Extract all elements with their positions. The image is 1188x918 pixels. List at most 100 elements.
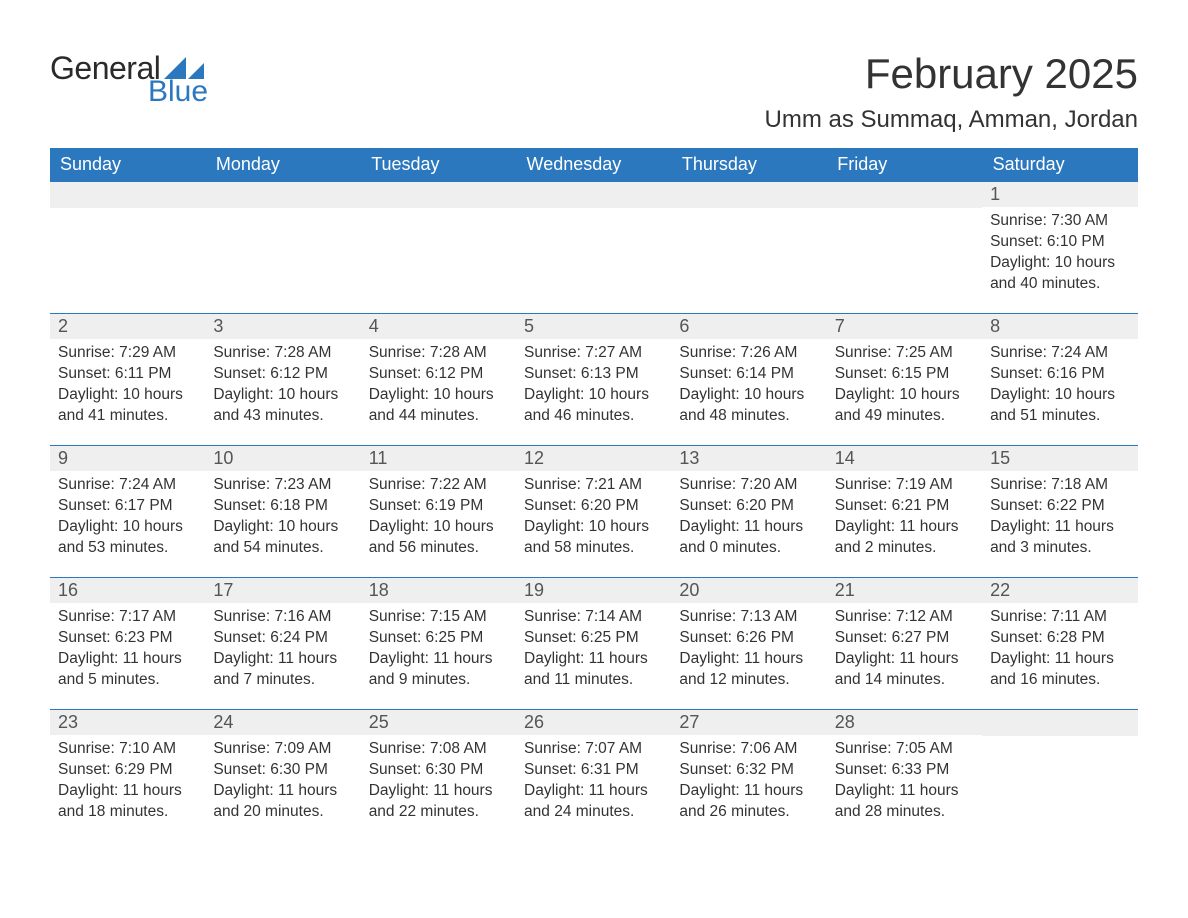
daylight-text: Daylight: 10 hours and 54 minutes. — [213, 517, 352, 559]
daylight-text: Daylight: 10 hours and 48 minutes. — [679, 385, 818, 427]
day-number: 5 — [516, 314, 671, 339]
day-number: 10 — [205, 446, 360, 471]
day-cell: 3Sunrise: 7:28 AMSunset: 6:12 PMDaylight… — [205, 314, 360, 446]
day-cell: 12Sunrise: 7:21 AMSunset: 6:20 PMDayligh… — [516, 446, 671, 578]
logo: General Blue — [50, 50, 208, 109]
day-number: 28 — [827, 710, 982, 735]
day-info: Sunrise: 7:27 AMSunset: 6:13 PMDaylight:… — [516, 339, 671, 435]
day-cell: 20Sunrise: 7:13 AMSunset: 6:26 PMDayligh… — [671, 578, 826, 710]
empty-day-number — [205, 182, 360, 208]
day-info: Sunrise: 7:13 AMSunset: 6:26 PMDaylight:… — [671, 603, 826, 699]
day-cell: 2Sunrise: 7:29 AMSunset: 6:11 PMDaylight… — [50, 314, 205, 446]
sunrise-text: Sunrise: 7:27 AM — [524, 343, 663, 364]
daylight-text: Daylight: 10 hours and 49 minutes. — [835, 385, 974, 427]
sunset-text: Sunset: 6:15 PM — [835, 364, 974, 385]
sunrise-text: Sunrise: 7:16 AM — [213, 607, 352, 628]
sunrise-text: Sunrise: 7:22 AM — [369, 475, 508, 496]
day-info: Sunrise: 7:21 AMSunset: 6:20 PMDaylight:… — [516, 471, 671, 567]
sunset-text: Sunset: 6:20 PM — [679, 496, 818, 517]
sunset-text: Sunset: 6:14 PM — [679, 364, 818, 385]
daylight-text: Daylight: 11 hours and 9 minutes. — [369, 649, 508, 691]
day-number: 9 — [50, 446, 205, 471]
day-info: Sunrise: 7:26 AMSunset: 6:14 PMDaylight:… — [671, 339, 826, 435]
day-number: 16 — [50, 578, 205, 603]
day-info: Sunrise: 7:06 AMSunset: 6:32 PMDaylight:… — [671, 735, 826, 831]
day-cell: 23Sunrise: 7:10 AMSunset: 6:29 PMDayligh… — [50, 710, 205, 842]
daylight-text: Daylight: 11 hours and 11 minutes. — [524, 649, 663, 691]
day-cell: 28Sunrise: 7:05 AMSunset: 6:33 PMDayligh… — [827, 710, 982, 842]
location-subtitle: Umm as Summaq, Amman, Jordan — [765, 106, 1138, 134]
daylight-text: Daylight: 11 hours and 22 minutes. — [369, 781, 508, 823]
day-header: Tuesday — [361, 148, 516, 182]
day-info: Sunrise: 7:24 AMSunset: 6:16 PMDaylight:… — [982, 339, 1137, 435]
empty-day-number — [827, 182, 982, 208]
sunset-text: Sunset: 6:24 PM — [213, 628, 352, 649]
sunrise-text: Sunrise: 7:24 AM — [990, 343, 1129, 364]
day-info: Sunrise: 7:15 AMSunset: 6:25 PMDaylight:… — [361, 603, 516, 699]
sunrise-text: Sunrise: 7:30 AM — [990, 211, 1129, 232]
empty-day-number — [671, 182, 826, 208]
sunrise-text: Sunrise: 7:26 AM — [679, 343, 818, 364]
daylight-text: Daylight: 11 hours and 12 minutes. — [679, 649, 818, 691]
day-cell: 17Sunrise: 7:16 AMSunset: 6:24 PMDayligh… — [205, 578, 360, 710]
sunset-text: Sunset: 6:30 PM — [213, 760, 352, 781]
sunrise-text: Sunrise: 7:15 AM — [369, 607, 508, 628]
day-cell — [361, 182, 516, 314]
daylight-text: Daylight: 10 hours and 56 minutes. — [369, 517, 508, 559]
day-cell: 24Sunrise: 7:09 AMSunset: 6:30 PMDayligh… — [205, 710, 360, 842]
sunrise-text: Sunrise: 7:10 AM — [58, 739, 197, 760]
week-row: 1Sunrise: 7:30 AMSunset: 6:10 PMDaylight… — [50, 182, 1138, 314]
day-cell: 26Sunrise: 7:07 AMSunset: 6:31 PMDayligh… — [516, 710, 671, 842]
day-info: Sunrise: 7:10 AMSunset: 6:29 PMDaylight:… — [50, 735, 205, 831]
day-cell: 19Sunrise: 7:14 AMSunset: 6:25 PMDayligh… — [516, 578, 671, 710]
day-info: Sunrise: 7:20 AMSunset: 6:20 PMDaylight:… — [671, 471, 826, 567]
sunrise-text: Sunrise: 7:21 AM — [524, 475, 663, 496]
day-cell — [982, 710, 1137, 842]
day-cell — [50, 182, 205, 314]
sunrise-text: Sunrise: 7:12 AM — [835, 607, 974, 628]
header: General Blue February 2025 Umm as Summaq… — [50, 50, 1138, 134]
sunset-text: Sunset: 6:18 PM — [213, 496, 352, 517]
day-number: 6 — [671, 314, 826, 339]
sunset-text: Sunset: 6:31 PM — [524, 760, 663, 781]
day-cell: 10Sunrise: 7:23 AMSunset: 6:18 PMDayligh… — [205, 446, 360, 578]
day-cell — [205, 182, 360, 314]
day-header: Wednesday — [516, 148, 671, 182]
daylight-text: Daylight: 11 hours and 14 minutes. — [835, 649, 974, 691]
day-number: 25 — [361, 710, 516, 735]
sunset-text: Sunset: 6:12 PM — [213, 364, 352, 385]
sunset-text: Sunset: 6:33 PM — [835, 760, 974, 781]
day-number: 23 — [50, 710, 205, 735]
sunrise-text: Sunrise: 7:25 AM — [835, 343, 974, 364]
day-info: Sunrise: 7:23 AMSunset: 6:18 PMDaylight:… — [205, 471, 360, 567]
day-number: 7 — [827, 314, 982, 339]
day-info: Sunrise: 7:14 AMSunset: 6:25 PMDaylight:… — [516, 603, 671, 699]
sunset-text: Sunset: 6:28 PM — [990, 628, 1129, 649]
sunset-text: Sunset: 6:10 PM — [990, 232, 1129, 253]
daylight-text: Daylight: 10 hours and 40 minutes. — [990, 253, 1129, 295]
daylight-text: Daylight: 10 hours and 51 minutes. — [990, 385, 1129, 427]
day-cell — [827, 182, 982, 314]
week-row: 2Sunrise: 7:29 AMSunset: 6:11 PMDaylight… — [50, 314, 1138, 446]
sunrise-text: Sunrise: 7:23 AM — [213, 475, 352, 496]
day-info: Sunrise: 7:28 AMSunset: 6:12 PMDaylight:… — [361, 339, 516, 435]
daylight-text: Daylight: 10 hours and 41 minutes. — [58, 385, 197, 427]
sunrise-text: Sunrise: 7:13 AM — [679, 607, 818, 628]
day-header: Friday — [827, 148, 982, 182]
logo-general-text: General — [50, 50, 160, 87]
day-info: Sunrise: 7:05 AMSunset: 6:33 PMDaylight:… — [827, 735, 982, 831]
day-info: Sunrise: 7:08 AMSunset: 6:30 PMDaylight:… — [361, 735, 516, 831]
sunrise-text: Sunrise: 7:07 AM — [524, 739, 663, 760]
day-cell: 16Sunrise: 7:17 AMSunset: 6:23 PMDayligh… — [50, 578, 205, 710]
sunrise-text: Sunrise: 7:11 AM — [990, 607, 1129, 628]
sunset-text: Sunset: 6:23 PM — [58, 628, 197, 649]
daylight-text: Daylight: 10 hours and 58 minutes. — [524, 517, 663, 559]
day-info: Sunrise: 7:07 AMSunset: 6:31 PMDaylight:… — [516, 735, 671, 831]
sunrise-text: Sunrise: 7:28 AM — [213, 343, 352, 364]
empty-day-number — [361, 182, 516, 208]
daylight-text: Daylight: 11 hours and 28 minutes. — [835, 781, 974, 823]
day-cell: 27Sunrise: 7:06 AMSunset: 6:32 PMDayligh… — [671, 710, 826, 842]
title-block: February 2025 Umm as Summaq, Amman, Jord… — [765, 50, 1138, 134]
sunset-text: Sunset: 6:17 PM — [58, 496, 197, 517]
day-number: 24 — [205, 710, 360, 735]
